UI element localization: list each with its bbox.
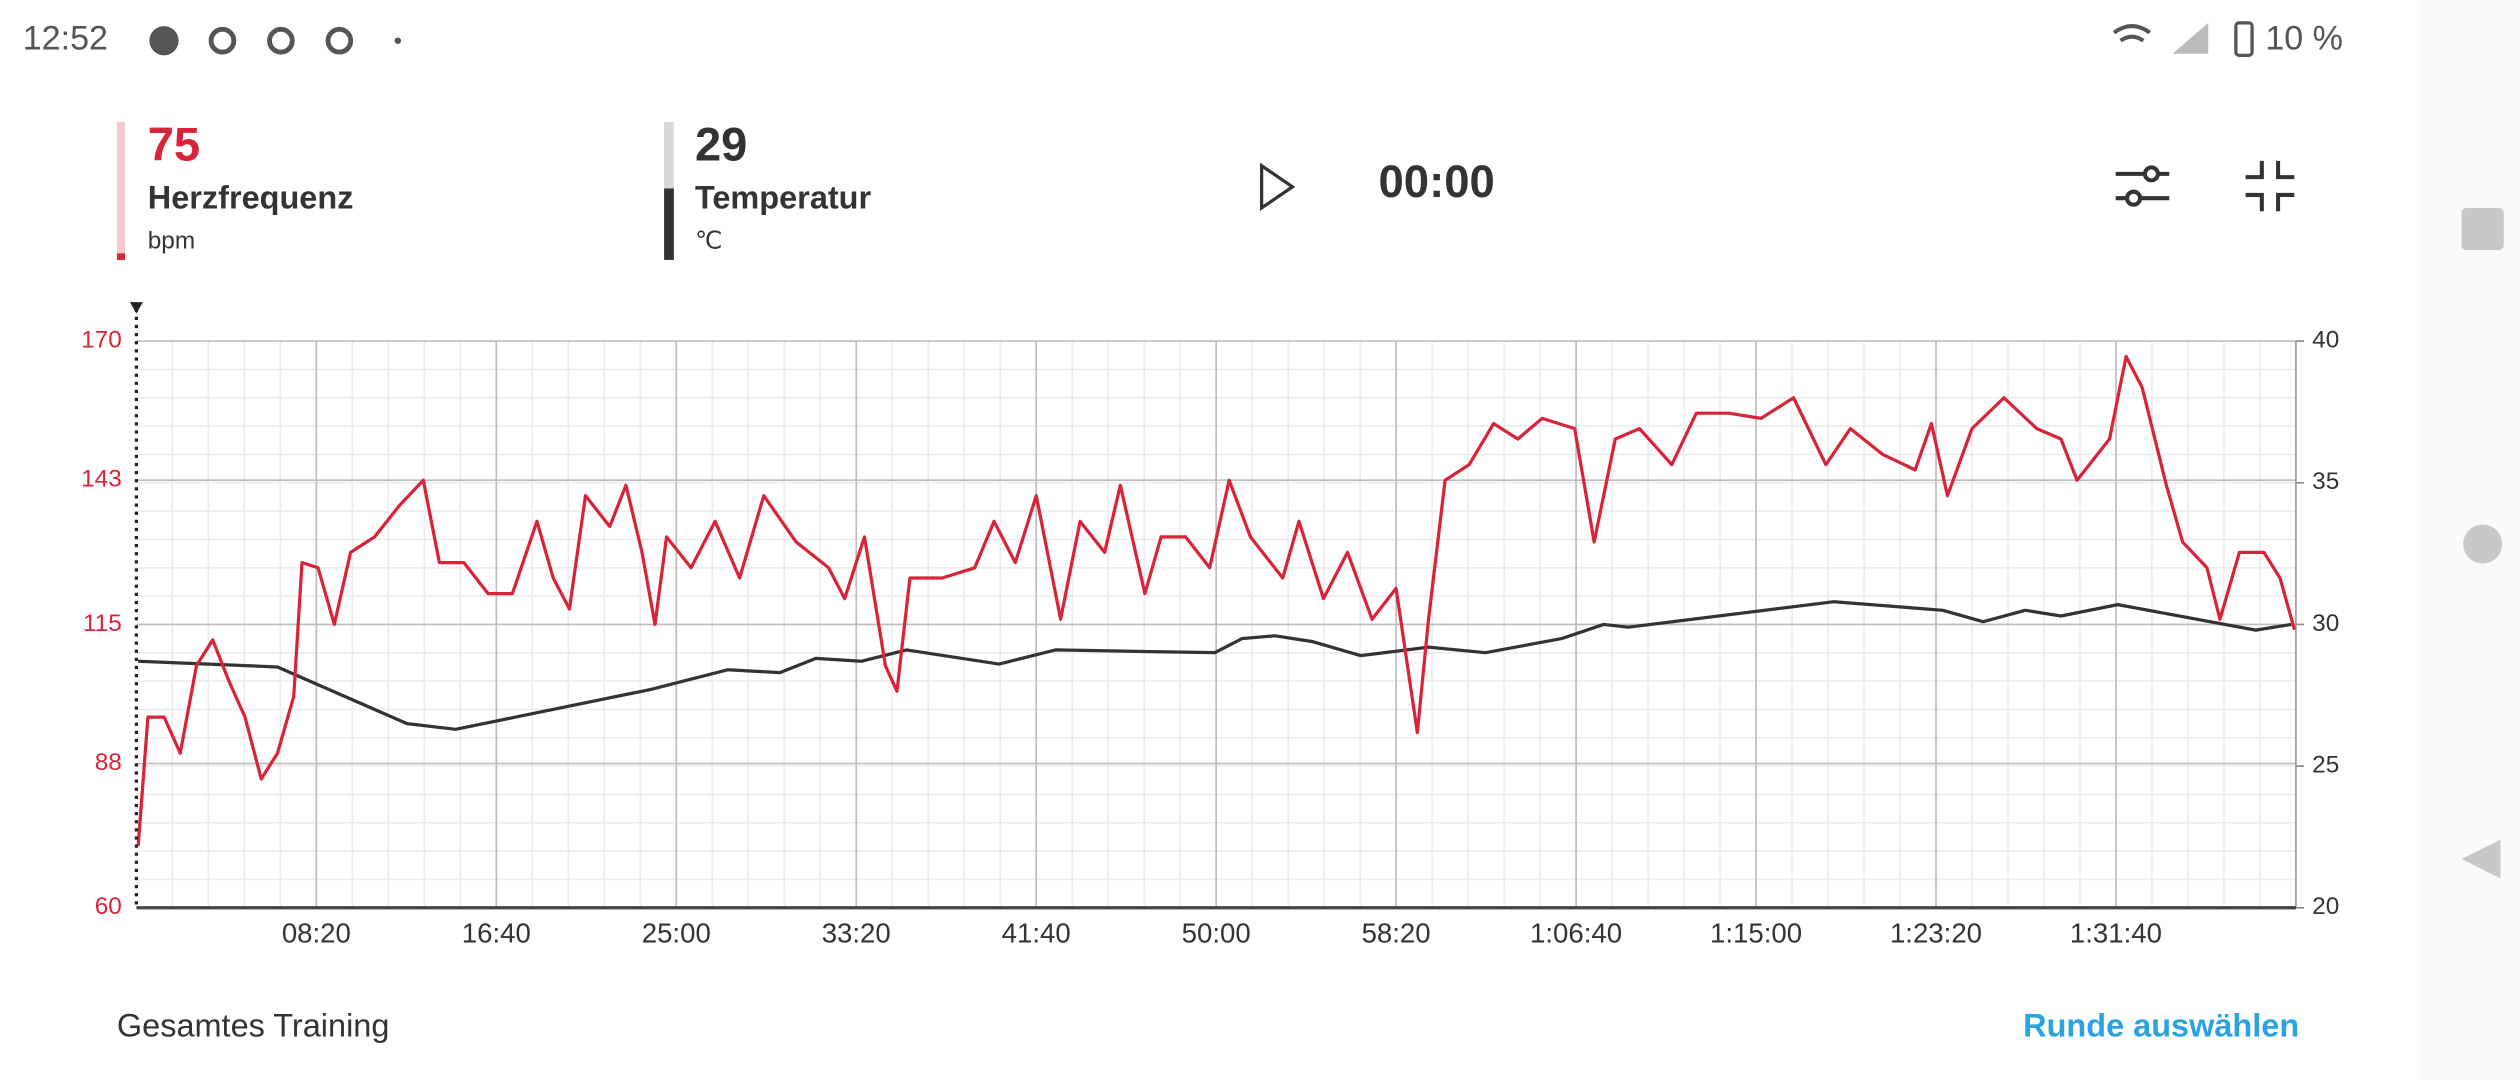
status-icons — [149, 21, 2254, 57]
back-button[interactable] — [2461, 839, 2501, 879]
settings-button[interactable] — [2115, 165, 2170, 207]
metric-value: 29 — [695, 117, 747, 170]
series-line — [138, 600, 2292, 731]
y2-tick-label: 40 — [2312, 327, 2339, 354]
metric-unit: bpm — [148, 227, 195, 254]
lap-select[interactable]: Runde auswählen — [2023, 1008, 2299, 1044]
y-tick-label: 60 — [95, 893, 122, 920]
metric-label: Herzfrequenz — [148, 179, 354, 215]
x-tick-label: 25:00 — [642, 918, 711, 949]
plot: 60 88 115 143 170 20 25 30 35 40 08:20 16:40 25:00 33… — [81, 302, 2339, 949]
status-time: 12:52 — [23, 20, 108, 58]
metric-unit: ℃ — [695, 227, 722, 254]
cursor-head — [129, 302, 143, 314]
x-tick-label: 08:20 — [282, 918, 351, 949]
recents-button[interactable] — [2461, 207, 2504, 251]
play-button[interactable] — [1260, 162, 1296, 212]
y-tick-label: 170 — [81, 327, 122, 354]
collapse-button[interactable] — [2245, 160, 2295, 212]
y-tick-label: 143 — [81, 466, 122, 493]
x-tick-label: 16:40 — [462, 918, 531, 949]
battery-text: 10 % — [2265, 20, 2343, 58]
x-tick-label: 50:00 — [1182, 918, 1251, 949]
y2-tick-label: 30 — [2312, 610, 2339, 637]
x-tick-label: 1:15:00 — [1710, 918, 1802, 949]
x-tick-label: 1:23:20 — [1890, 918, 1982, 949]
x-tick-label: 33:20 — [822, 918, 891, 949]
metric-bar-fill — [664, 188, 674, 260]
series-line — [136, 354, 2297, 847]
x-tick-label: 41:40 — [1002, 918, 1071, 949]
x-tick-label: 58:20 — [1362, 918, 1431, 949]
x-tick-label: 1:06:40 — [1530, 918, 1622, 949]
y2-tick-label: 20 — [2312, 893, 2339, 920]
y-tick-label: 115 — [83, 610, 122, 637]
metric-label: Temperatur — [695, 179, 872, 215]
metric-bar — [116, 121, 126, 260]
footer-label: Gesamtes Training — [117, 1008, 390, 1044]
metric-value: 75 — [148, 117, 200, 170]
x-tick-label: 1:31:40 — [2070, 918, 2162, 949]
timer: 00:00 — [1379, 156, 1495, 207]
home-button[interactable] — [2463, 524, 2503, 564]
y-tick-label: 88 — [95, 749, 122, 776]
metric-bar-fill — [116, 253, 126, 260]
y2-tick-label: 25 — [2312, 752, 2339, 779]
y2-tick-label: 35 — [2312, 468, 2339, 495]
